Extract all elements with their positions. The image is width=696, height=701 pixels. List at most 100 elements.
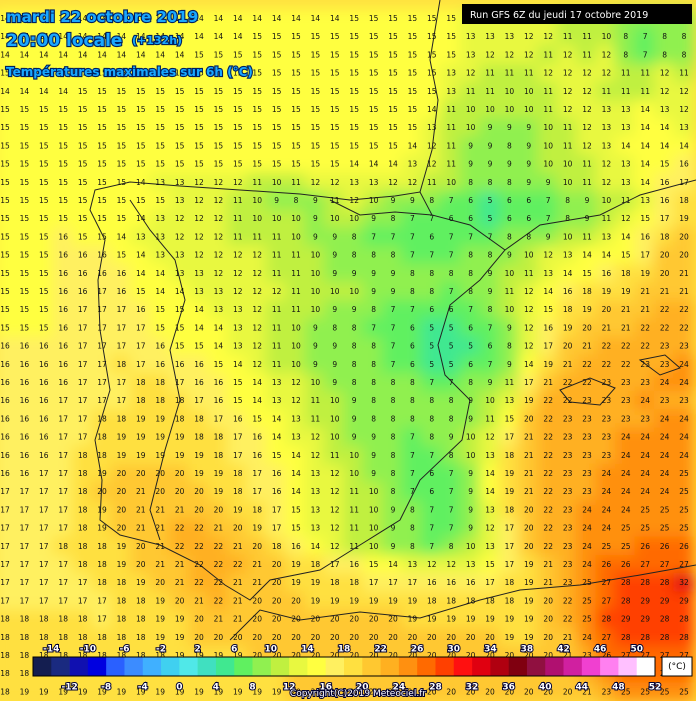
temperature-value: 14 bbox=[291, 14, 301, 23]
temperature-cell bbox=[343, 154, 365, 175]
temperature-value: 13 bbox=[660, 105, 670, 114]
temperature-cell bbox=[110, 281, 133, 303]
temperature-value: 14 bbox=[117, 50, 127, 59]
temperature-cell bbox=[459, 27, 482, 48]
temperature-value: 17 bbox=[78, 596, 88, 605]
temperature-value: 8 bbox=[468, 378, 473, 387]
temperature-value: 12 bbox=[427, 160, 437, 169]
temperature-cell bbox=[595, 45, 618, 66]
temperature-value: 19 bbox=[117, 542, 127, 551]
temperature-value: 14 bbox=[214, 32, 224, 41]
temperature-cell bbox=[518, 118, 540, 139]
temperature-cell bbox=[71, 209, 94, 230]
colorbar-label: 52 bbox=[649, 683, 662, 693]
colorbar-frame bbox=[32, 656, 656, 677]
temperature-cell bbox=[343, 354, 365, 375]
temperature-cell bbox=[498, 45, 521, 66]
temperature-value: 23 bbox=[582, 487, 592, 496]
temperature-cell bbox=[653, 245, 676, 266]
temperature-cell bbox=[304, 245, 327, 266]
temperature-cell bbox=[130, 573, 152, 594]
temperature-value: 24 bbox=[621, 433, 631, 442]
temperature-value: 16 bbox=[58, 378, 68, 387]
temperature-cell bbox=[401, 99, 424, 121]
temperature-value: 16 bbox=[660, 178, 670, 187]
temperature-value: 15 bbox=[349, 123, 359, 132]
temperature-value: 15 bbox=[214, 160, 224, 169]
temperature-cell bbox=[653, 391, 676, 412]
temperature-value: 19 bbox=[524, 633, 534, 642]
temperature-cell bbox=[576, 682, 598, 701]
temperature-cell bbox=[188, 500, 210, 521]
temperature-cell bbox=[227, 536, 249, 557]
colorbar-label: 30 bbox=[447, 645, 460, 655]
temperature-cell bbox=[71, 172, 94, 193]
temperature-cell bbox=[227, 300, 249, 321]
temperature-cell bbox=[227, 27, 249, 48]
temperature-cell bbox=[110, 300, 133, 321]
temperature-cell bbox=[576, 409, 598, 430]
temperature-value: 14 bbox=[58, 32, 68, 41]
temperature-value: 20 bbox=[408, 633, 418, 642]
temperature-value: 10 bbox=[330, 414, 340, 423]
temperature-value: 18 bbox=[330, 578, 340, 587]
temperature-cell bbox=[459, 281, 482, 303]
temperature-value: 20 bbox=[466, 687, 476, 696]
temperature-value: 20 bbox=[543, 596, 553, 605]
temperature-value: 25 bbox=[621, 542, 631, 551]
temperature-cell bbox=[149, 591, 171, 612]
temperature-cell bbox=[634, 536, 656, 557]
temperature-value: 17 bbox=[97, 323, 107, 332]
temperature-value: 18 bbox=[78, 487, 88, 496]
temperature-value: 22 bbox=[543, 469, 553, 478]
temperature-cell bbox=[52, 8, 74, 30]
temperature-cell bbox=[265, 27, 288, 48]
temperature-cell bbox=[324, 209, 346, 230]
temperature-value: 13 bbox=[214, 287, 224, 296]
temperature-value: 18 bbox=[233, 487, 243, 496]
temperature-cell bbox=[498, 99, 521, 121]
temperature-cell bbox=[634, 172, 656, 193]
temperature-cell bbox=[130, 409, 152, 430]
temperature-value: 12 bbox=[214, 178, 224, 187]
temperature-cell bbox=[401, 682, 424, 701]
temperature-cell bbox=[207, 245, 230, 266]
temperature-value: 16 bbox=[214, 378, 224, 387]
temperature-cell bbox=[421, 227, 443, 248]
temperature-value: 14 bbox=[660, 141, 670, 150]
temperature-cell bbox=[537, 281, 559, 303]
temperature-value: 24 bbox=[660, 487, 670, 496]
temperature-value: 8 bbox=[352, 323, 357, 332]
temperature-cell bbox=[615, 190, 637, 212]
temperature-cell bbox=[440, 300, 462, 321]
temperature-cell bbox=[265, 63, 288, 84]
temperature-cell bbox=[13, 99, 36, 121]
temperature-cell bbox=[246, 427, 268, 448]
temperature-value: 15 bbox=[194, 123, 204, 132]
temperature-cell bbox=[537, 45, 559, 66]
temperature-value: 15 bbox=[39, 123, 49, 132]
temperature-cell bbox=[498, 409, 521, 430]
temperature-cell bbox=[168, 99, 191, 121]
temperature-cell bbox=[91, 482, 113, 503]
temperature-value: 15 bbox=[175, 105, 185, 114]
temperature-value: 14 bbox=[660, 123, 670, 132]
temperature-value: 16 bbox=[20, 469, 30, 478]
temperature-value: 19 bbox=[214, 487, 224, 496]
temperature-cell bbox=[634, 263, 656, 284]
temperature-cell bbox=[459, 99, 482, 121]
temperature-value: 7 bbox=[468, 305, 473, 314]
temperature-value: 13 bbox=[446, 69, 456, 78]
temperature-cell bbox=[188, 573, 210, 594]
temperature-value: 10 bbox=[466, 451, 476, 460]
temperature-value: 23 bbox=[679, 396, 689, 405]
temperature-cell bbox=[110, 463, 133, 485]
temperature-value: 15 bbox=[291, 105, 301, 114]
temperature-value: 13 bbox=[349, 178, 359, 187]
temperature-cell bbox=[188, 136, 210, 157]
temperature-cell bbox=[285, 627, 307, 648]
temperature-value: 15 bbox=[194, 342, 204, 351]
temperature-value: 15 bbox=[272, 451, 282, 460]
temperature-value: 24 bbox=[640, 451, 650, 460]
temperature-cell bbox=[52, 172, 74, 193]
